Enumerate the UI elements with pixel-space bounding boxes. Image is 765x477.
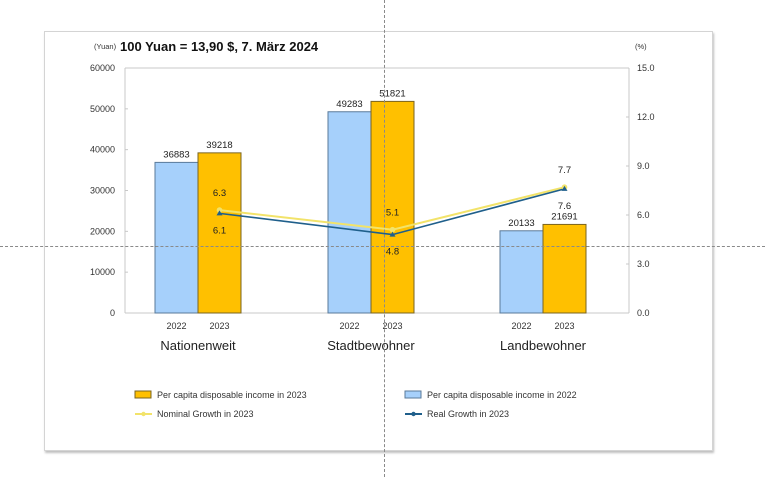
real-growth-point [561,185,568,191]
chart-title: 100 Yuan = 13,90 $, 7. März 2024 [120,39,319,54]
real-growth-point [389,231,396,237]
right-tick-label: 3.0 [637,259,650,269]
bar-2022 [499,230,544,314]
chart-card: (Yuan) 100 Yuan = 13,90 $, 7. März 2024 … [44,31,713,451]
nominal-growth-point [216,207,223,213]
legend-item-real-growth: Real Growth in 2023 [405,409,509,419]
bars [154,100,587,314]
bar-value-label: 36883 [163,149,189,160]
real-growth-label: 7.6 [558,201,571,212]
x-category-label: Nationenweit [160,338,236,353]
x-year-label: 2023 [554,321,574,331]
legend-item-nominal-growth: Nominal Growth in 2023 [135,409,254,419]
bar-2023 [542,223,587,314]
legend-swatch [134,390,152,399]
nominal-growth-label: 6.3 [213,188,226,199]
real-growth-point [216,210,223,216]
real-growth-label: 6.1 [213,225,226,236]
right-tick-label: 6.0 [637,210,650,220]
left-tick-label: 20000 [90,226,115,236]
legend-swatch [404,390,422,399]
x-year-label: 2022 [166,321,186,331]
legend-label: Real Growth in 2023 [427,409,509,419]
right-tick-label: 15.0 [637,63,655,73]
legend-item-income-2022: Per capita disposable income in 2022 [404,390,577,400]
bar-value-label: 39218 [206,140,232,151]
x-category-label: Stadtbewohner [327,338,415,353]
bar-2022 [154,161,199,314]
bar-value-label: 51821 [379,88,405,99]
bar-value-label: 21691 [551,211,577,222]
bar-2023 [370,100,415,314]
legend-label: Nominal Growth in 2023 [157,409,254,419]
x-year-label: 2022 [511,321,531,331]
legend-label: Per capita disposable income in 2023 [157,390,307,400]
x-year-label: 2023 [382,321,402,331]
data-labels: 36883 39218 2022 2023 Nationenweit 49283 51821… [160,88,586,353]
legend-marker [141,411,146,417]
x-year-label: 2023 [209,321,229,331]
x-year-label: 2022 [339,321,359,331]
legend-item-income-2023: Per capita disposable income in 2023 [134,390,307,400]
left-tick-label: 30000 [90,186,115,196]
nominal-growth-label: 7.7 [558,165,571,176]
chart-svg: (Yuan) 100 Yuan = 13,90 $, 7. März 2024 … [90,39,655,419]
real-growth-label: 4.8 [386,247,399,258]
legend: Per capita disposable income in 2023 Per … [134,390,577,419]
left-tick-label: 40000 [90,145,115,155]
right-tick-label: 9.0 [637,161,650,171]
left-tick-label: 10000 [90,267,115,277]
right-unit-label: (%) [635,42,647,51]
left-tick-label: 50000 [90,104,115,114]
bar-2022 [327,111,372,314]
legend-marker [411,411,416,417]
right-tick-label: 0.0 [637,308,650,318]
right-tick-label: 12.0 [637,112,655,122]
bar-value-label: 49283 [336,99,362,110]
bar-2023 [197,152,242,314]
legend-label: Per capita disposable income in 2022 [427,390,577,400]
nominal-growth-point [389,226,396,233]
left-unit-label: (Yuan) [94,42,117,51]
x-category-label: Landbewohner [500,338,587,353]
bar-value-label: 20133 [508,218,534,229]
growth-lines [216,184,568,237]
left-tick-label: 0 [110,308,115,318]
left-tick-label: 60000 [90,63,115,73]
nominal-growth-label: 5.1 [386,208,399,219]
